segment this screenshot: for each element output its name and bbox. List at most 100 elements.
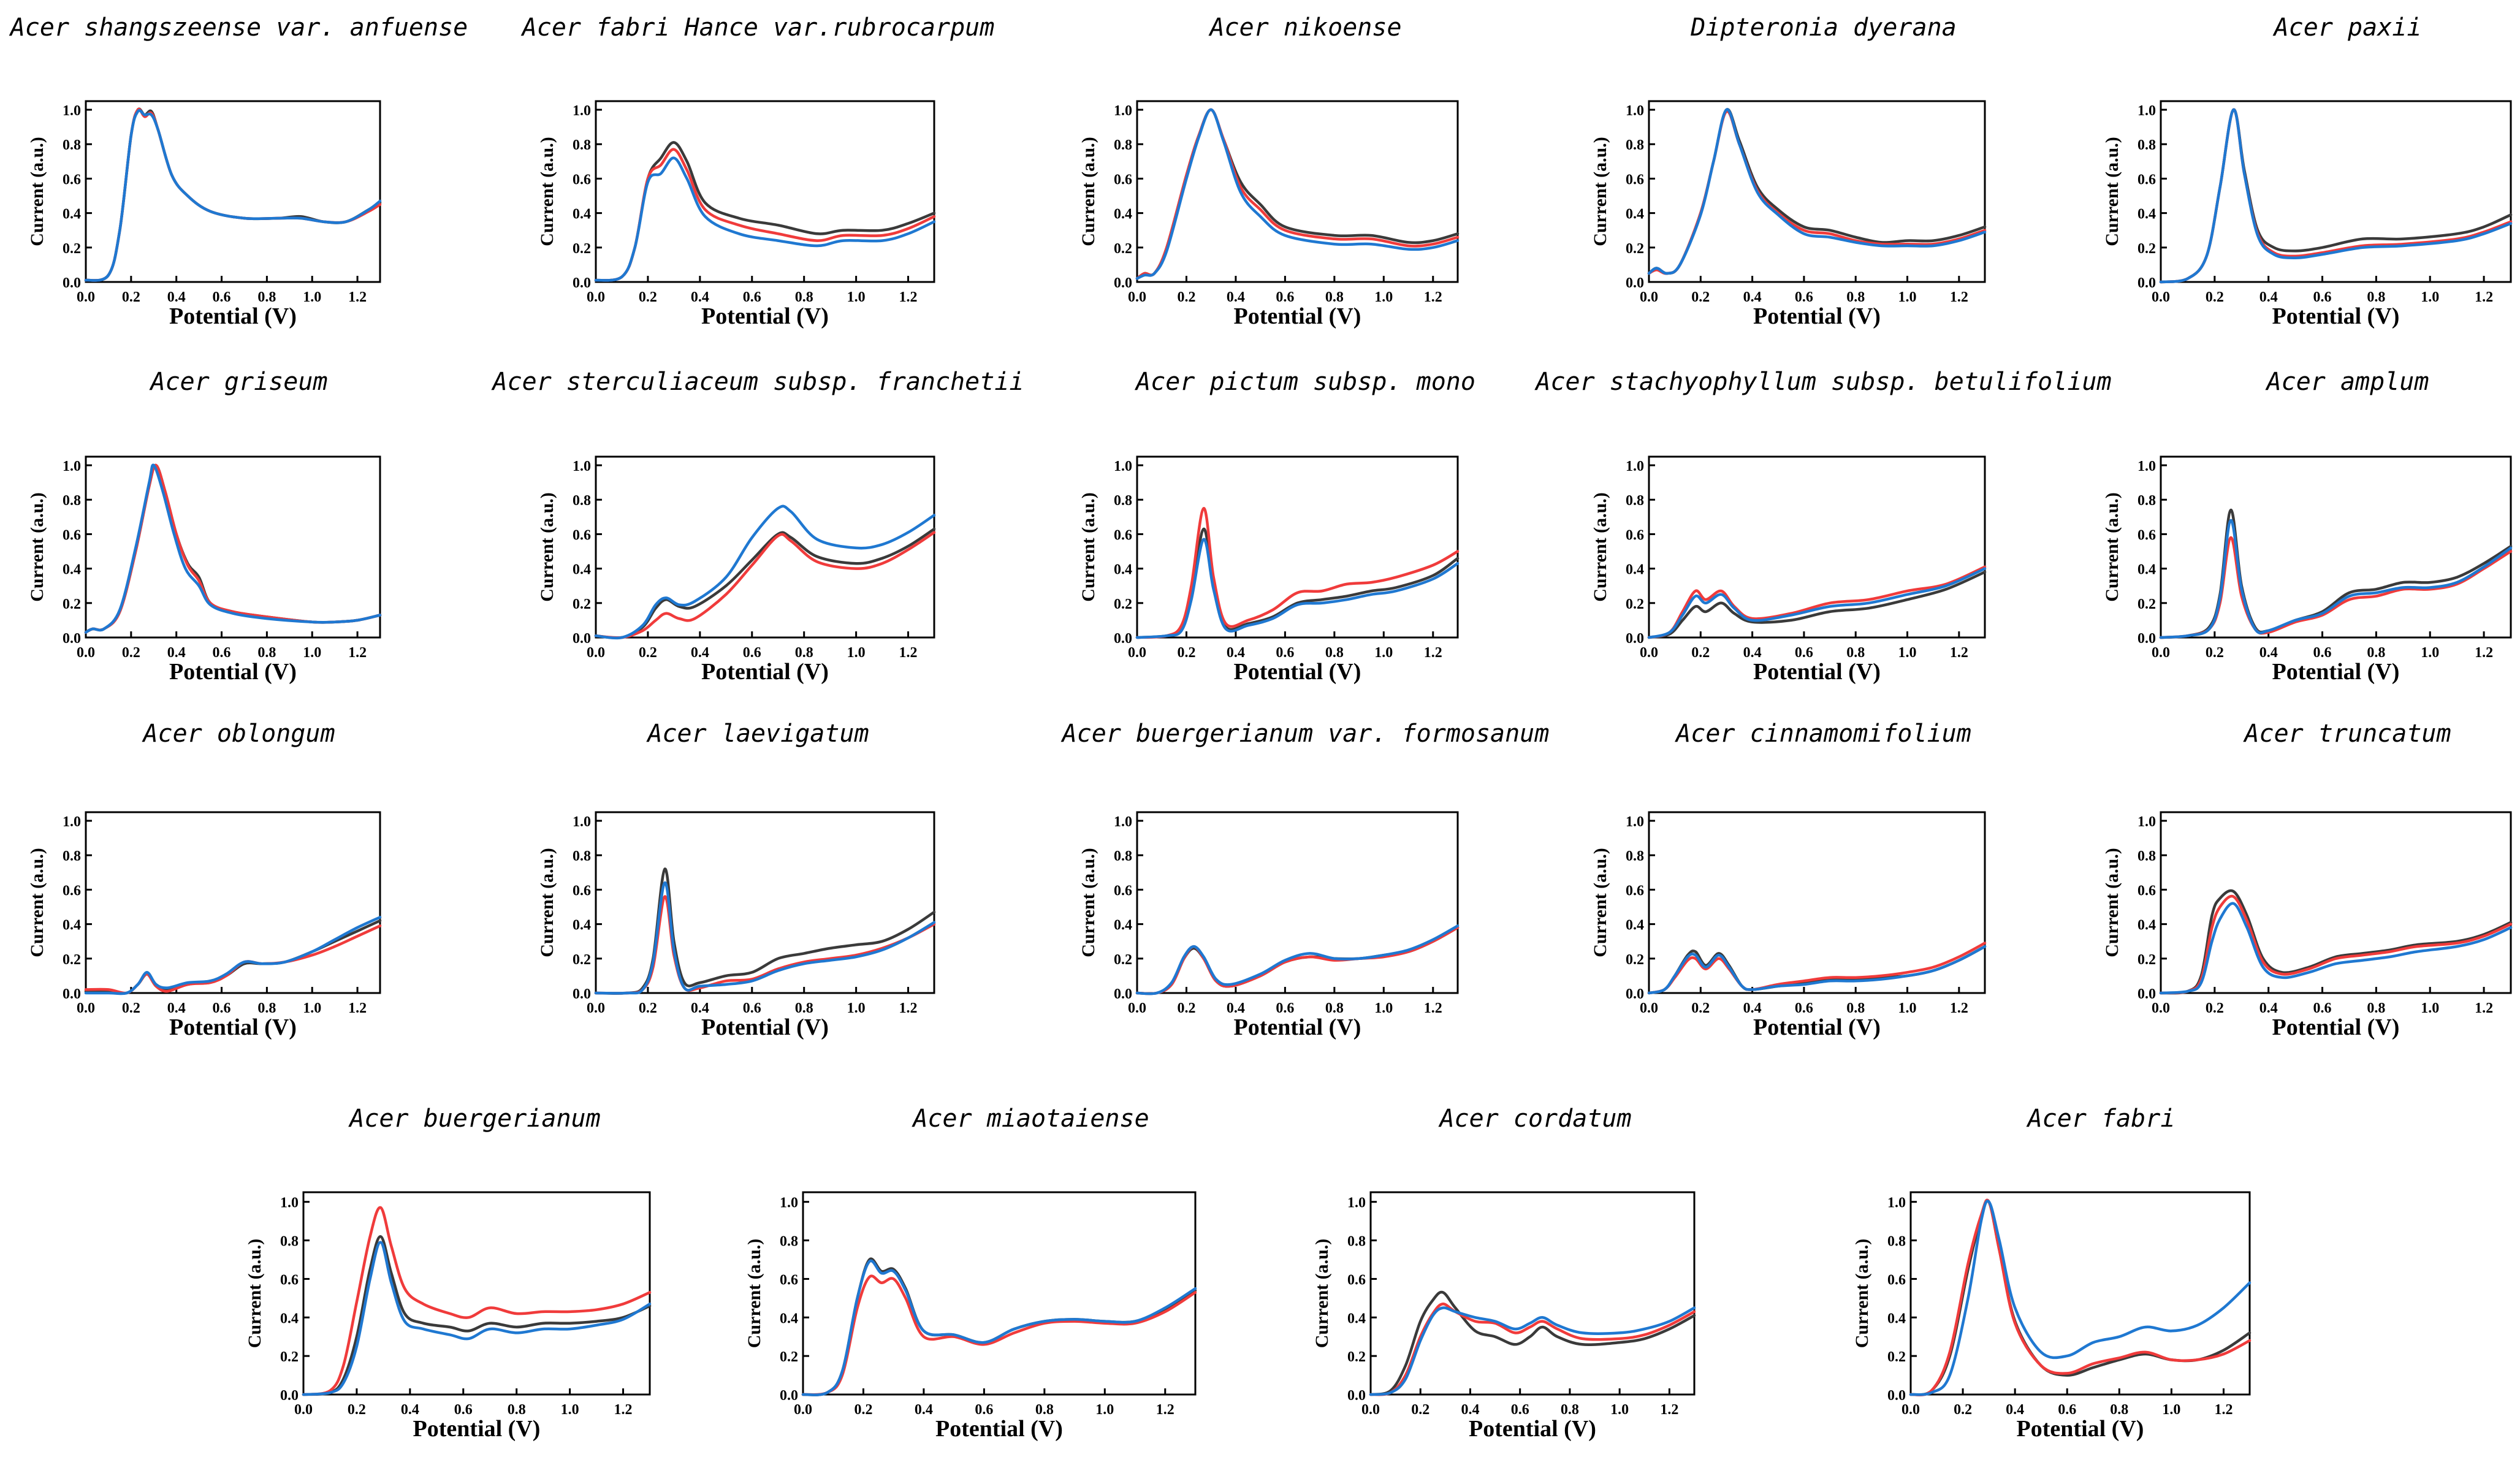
y-tick-label: 0.4	[280, 1311, 299, 1326]
chart-title: Acer pictum subsp. mono	[1134, 368, 1475, 396]
x-tick-label: 0.6	[2058, 1402, 2076, 1418]
chart-panel: Acer stachyophyllum subsp. betulifolium 0…	[1534, 368, 2111, 685]
y-axis-label: Current (a.u.)	[2102, 492, 2122, 602]
y-tick-label: 0.8	[2137, 493, 2156, 509]
x-tick-label: 0.0	[587, 1000, 605, 1016]
x-tick-label: 0.2	[639, 289, 657, 305]
y-tick-label: 0.8	[1626, 493, 1644, 509]
x-tick-label: 0.4	[2259, 289, 2278, 305]
chart-title: Acer oblongum	[141, 720, 335, 748]
x-tick-label: 0.8	[257, 645, 276, 661]
chart-panel: Acer miaotaiense 0.0 0.2 0.4 0.6 0.8 1.0 0.0 0.2…	[744, 1105, 1197, 1442]
y-axis-label: Current (a.u.)	[245, 1239, 265, 1349]
x-tick-label: 0.4	[1461, 1402, 1479, 1418]
y-tick-label: 0.2	[573, 596, 591, 612]
x-tick-label: 0.2	[2206, 1000, 2224, 1016]
x-tick-label: 1.0	[1610, 1402, 1629, 1418]
y-tick-label: 1.0	[2137, 459, 2156, 474]
x-tick-label: 1.2	[614, 1402, 633, 1418]
plot-frame	[595, 455, 935, 639]
x-tick-label: 1.0	[561, 1402, 579, 1418]
y-tick-label: 0.4	[1626, 207, 1644, 223]
x-axis-label: Potential (V)	[701, 1014, 829, 1040]
x-tick-label: 0.2	[1411, 1402, 1429, 1418]
y-tick-label: 0.0	[63, 986, 81, 1002]
x-tick-label: 1.2	[1424, 1000, 1442, 1016]
x-tick-label: 0.0	[1640, 645, 1658, 661]
series-line-blue	[84, 109, 382, 282]
y-tick-label: 0.6	[63, 883, 81, 899]
y-tick-label: 1.0	[573, 459, 591, 474]
x-tick-label: 0.2	[2206, 289, 2224, 305]
y-tick-label: 0.4	[63, 562, 81, 578]
x-tick-label: 0.4	[1743, 289, 1762, 305]
y-tick-label: 0.6	[2137, 527, 2156, 543]
x-tick-label: 0.6	[1276, 645, 1294, 661]
x-tick-label: 0.0	[1128, 645, 1146, 661]
series-line-blue	[2159, 108, 2513, 284]
x-axis-label: Potential (V)	[2017, 1416, 2144, 1442]
y-tick-label: 0.4	[1626, 562, 1644, 578]
chart-title: Acer buergerianum var. formosanum	[1060, 720, 1550, 748]
x-tick-label: 1.2	[1660, 1402, 1678, 1418]
y-tick-label: 0.6	[780, 1272, 798, 1288]
x-axis-label: Potential (V)	[169, 303, 297, 329]
x-tick-label: 0.6	[743, 289, 761, 305]
x-tick-label: 1.2	[1156, 1402, 1174, 1418]
chart-title: Acer sterculiaceum subsp. franchetii	[491, 368, 1024, 396]
y-tick-label: 0.0	[2137, 986, 2156, 1002]
series-line-black	[1369, 1290, 1696, 1396]
x-tick-label: 0.0	[794, 1402, 812, 1418]
x-axis-label: Potential (V)	[1234, 659, 1361, 685]
y-tick-label: 0.4	[1114, 562, 1132, 578]
series-line-red	[1135, 507, 1460, 639]
y-tick-label: 1.0	[1114, 814, 1132, 830]
x-tick-label: 1.2	[899, 1000, 918, 1016]
x-tick-label: 0.2	[1177, 1000, 1195, 1016]
x-tick-label: 0.2	[639, 1000, 657, 1016]
x-tick-label: 0.6	[743, 645, 761, 661]
series-line-black	[1647, 570, 1987, 639]
plot-frame	[1369, 1191, 1696, 1396]
y-tick-label: 0.0	[780, 1388, 798, 1404]
chart-title: Acer laevigatum	[645, 720, 869, 748]
series-line-red	[1369, 1303, 1696, 1396]
x-tick-label: 0.6	[213, 645, 231, 661]
y-tick-label: 0.8	[780, 1234, 798, 1250]
y-tick-label: 1.0	[1626, 459, 1644, 474]
x-tick-label: 0.4	[1227, 289, 1245, 305]
x-tick-label: 1.2	[348, 289, 367, 305]
chart-panel: Acer griseum 0.0 0.2 0.4 0.6 0.8 1.0 0.0 0.2 0.4 0…	[27, 368, 382, 685]
x-tick-label: 0.6	[743, 1000, 761, 1016]
y-tick-label: 0.0	[1114, 275, 1132, 291]
x-tick-label: 0.2	[122, 1000, 140, 1016]
x-tick-label: 1.2	[1424, 645, 1442, 661]
y-tick-label: 0.8	[2137, 848, 2156, 864]
y-tick-label: 0.2	[1626, 241, 1644, 257]
y-tick-label: 0.8	[573, 848, 591, 864]
x-tick-label: 1.0	[1898, 1000, 1917, 1016]
chart-panel: Acer shangszeense var. anfuense 0.0 0.2 0.4…	[9, 13, 468, 329]
y-tick-label: 0.2	[63, 596, 81, 612]
y-tick-label: 1.0	[280, 1195, 299, 1211]
y-tick-label: 0.0	[280, 1388, 299, 1404]
x-tick-label: 0.4	[1743, 1000, 1762, 1016]
series-line-blue	[84, 916, 382, 995]
x-tick-label: 0.6	[2313, 1000, 2332, 1016]
chart-panel: Acer nikoense 0.0 0.2 0.4 0.6 0.8 1.0 0.0 0.2 0.4…	[1078, 13, 1460, 329]
x-tick-label: 0.2	[1691, 645, 1710, 661]
y-tick-label: 0.6	[2137, 883, 2156, 899]
x-tick-label: 1.0	[1374, 1000, 1393, 1016]
y-tick-label: 0.8	[63, 848, 81, 864]
y-tick-label: 1.0	[1626, 103, 1644, 119]
y-tick-label: 0.2	[1114, 952, 1132, 968]
y-axis-label: Current (a.u.)	[1078, 492, 1098, 602]
series-line-red	[302, 1206, 652, 1396]
series-line-blue	[1135, 924, 1460, 995]
x-tick-label: 0.8	[795, 645, 813, 661]
x-tick-label: 0.0	[294, 1402, 313, 1418]
x-tick-label: 0.6	[1511, 1402, 1529, 1418]
plot-frame	[85, 455, 381, 639]
y-tick-label: 0.2	[2137, 596, 2156, 612]
y-tick-label: 0.2	[1887, 1349, 1906, 1365]
